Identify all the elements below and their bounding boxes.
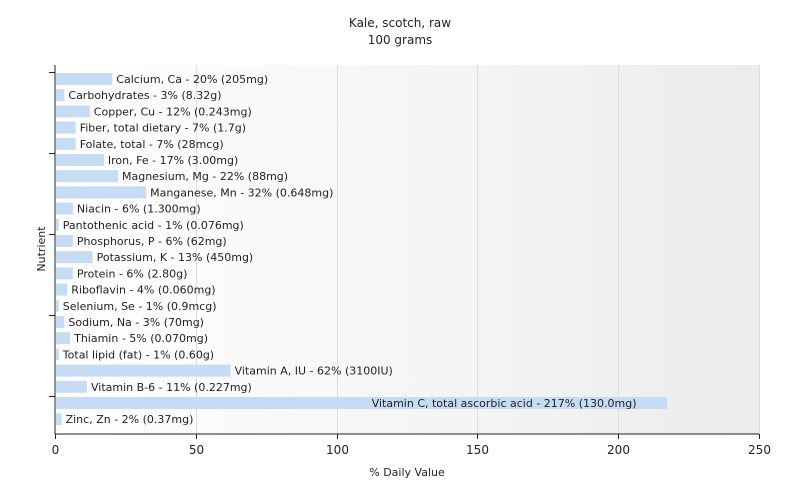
bars: Calcium, Ca - 20% (205mg) Carbohydrates -… bbox=[56, 73, 668, 426]
bar-label: Niacin - 6% (1.300mg) bbox=[77, 203, 201, 216]
bar-label: Zinc, Zn - 2% (0.37mg) bbox=[66, 413, 194, 426]
bar bbox=[56, 299, 59, 312]
plot-area bbox=[55, 65, 759, 434]
bar bbox=[56, 251, 93, 264]
bar-label: Copper, Cu - 12% (0.243mg) bbox=[94, 105, 252, 118]
bar bbox=[56, 235, 73, 247]
bar bbox=[56, 105, 90, 118]
bar-label: Vitamin B-6 - 11% (0.227mg) bbox=[91, 381, 252, 394]
bar-label: Carbohydrates - 3% (8.32g) bbox=[68, 89, 221, 102]
axes: 0 50 100 150 200 250 bbox=[49, 65, 771, 457]
bar-label: Riboflavin - 4% (0.060mg) bbox=[71, 284, 215, 297]
bar-label: Pantothenic acid - 1% (0.076mg) bbox=[63, 219, 244, 232]
bar bbox=[56, 186, 147, 199]
bar bbox=[56, 364, 231, 377]
bar-label: Folate, total - 7% (28mcg) bbox=[80, 138, 224, 151]
bar bbox=[56, 283, 68, 296]
bar bbox=[56, 348, 59, 361]
bar bbox=[56, 202, 73, 215]
bar bbox=[56, 332, 71, 345]
bar-label: Potassium, K - 13% (450mg) bbox=[97, 251, 254, 264]
bar-label: Magnesium, Mg - 22% (88mg) bbox=[122, 170, 288, 183]
bar bbox=[56, 89, 65, 102]
bar-label: Protein - 6% (2.80g) bbox=[77, 267, 188, 280]
bar bbox=[56, 154, 104, 166]
bar-label: Sodium, Na - 3% (70mg) bbox=[68, 316, 204, 329]
x-tick-label: 150 bbox=[466, 443, 489, 457]
bar bbox=[56, 380, 87, 393]
x-tick-label: 50 bbox=[189, 443, 204, 457]
bar bbox=[56, 413, 62, 426]
bar-label: Vitamin A, IU - 62% (3100IU) bbox=[235, 365, 393, 378]
bar-label: Thiamin - 5% (0.070mg) bbox=[73, 332, 208, 345]
bar bbox=[56, 170, 118, 183]
x-tick-label: 0 bbox=[52, 443, 60, 457]
bar bbox=[56, 397, 668, 409]
bar-label: Manganese, Mn - 32% (0.648mg) bbox=[150, 186, 333, 199]
bar bbox=[56, 267, 73, 280]
bar-label: Phosphorus, P - 6% (62mg) bbox=[77, 235, 227, 248]
x-tick-label: 250 bbox=[748, 443, 771, 457]
x-axis-title: % Daily Value bbox=[369, 466, 445, 479]
x-tick-label: 100 bbox=[326, 443, 349, 457]
bar bbox=[56, 137, 76, 150]
bar bbox=[56, 218, 59, 231]
chart-title: Kale, scotch, raw bbox=[348, 16, 452, 30]
bar-label: Total lipid (fat) - 1% (0.60g) bbox=[62, 348, 214, 361]
bar bbox=[56, 73, 113, 85]
bar-label: Vitamin C, total ascorbic acid - 217% (1… bbox=[372, 397, 637, 410]
bar-label: Fiber, total dietary - 7% (1.7g) bbox=[80, 122, 246, 135]
x-tick-label: 200 bbox=[607, 443, 630, 457]
bar bbox=[56, 121, 76, 134]
bar bbox=[56, 316, 65, 328]
bar-label: Selenium, Se - 1% (0.9mcg) bbox=[63, 300, 217, 313]
chart-subtitle: 100 grams bbox=[367, 33, 433, 47]
bar-label: Iron, Fe - 17% (3.00mg) bbox=[108, 154, 238, 167]
bar-label: Calcium, Ca - 20% (205mg) bbox=[116, 73, 268, 86]
y-axis-title: Nutrient bbox=[35, 226, 48, 272]
